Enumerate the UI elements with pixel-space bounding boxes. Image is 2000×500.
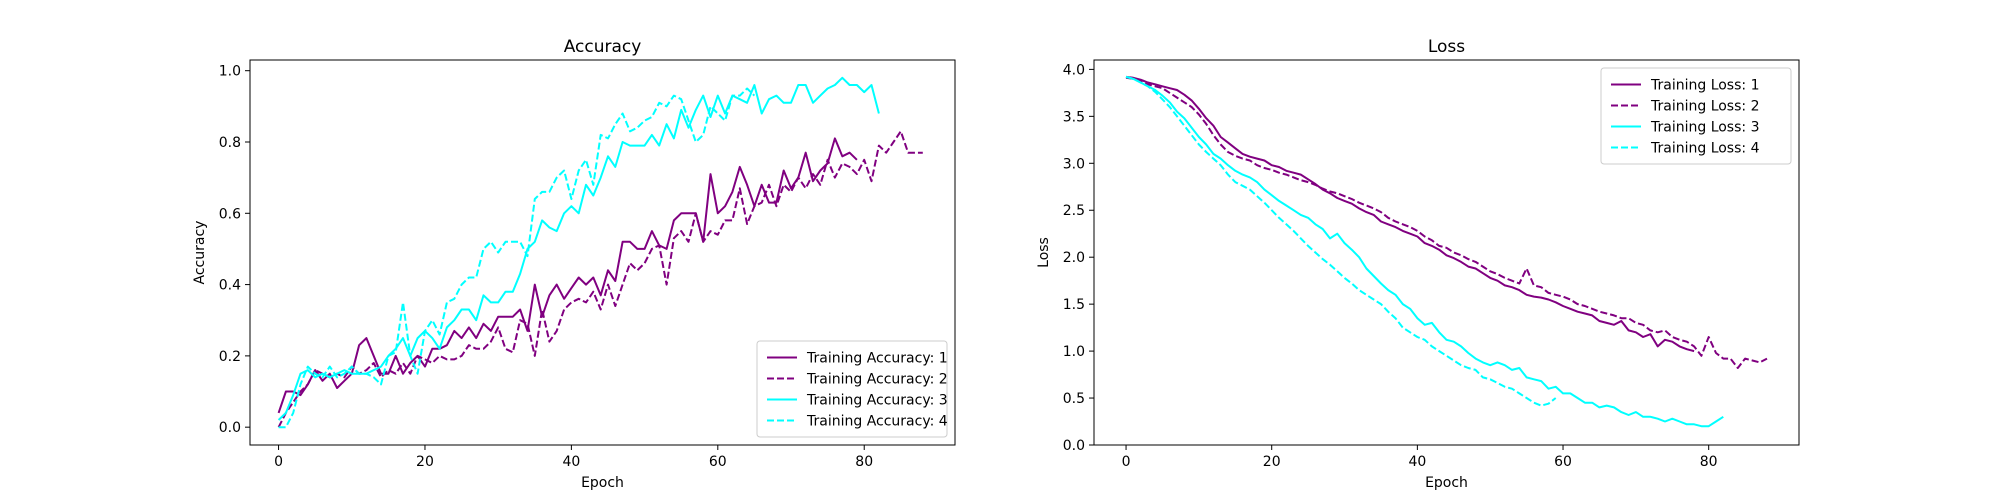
x-axis-label: Epoch xyxy=(581,475,624,491)
x-tick-label: 0 xyxy=(1122,454,1131,470)
series-line-3 xyxy=(1125,75,1724,428)
chart-title: Accuracy xyxy=(564,37,642,57)
legend-label: Training Loss: 3 xyxy=(1650,120,1759,136)
y-tick-label: 0.8 xyxy=(219,135,241,151)
legend-label: Training Loss: 1 xyxy=(1650,78,1759,94)
series-line-2 xyxy=(277,130,923,428)
y-tick-label: 3.5 xyxy=(1063,109,1085,125)
x-tick-label: 60 xyxy=(709,454,727,470)
y-axis-label: Accuracy xyxy=(192,221,208,285)
y-tick-label: 4.0 xyxy=(1063,62,1085,78)
legend-label: Training Accuracy: 2 xyxy=(806,372,948,388)
legend: Training Loss: 1 Training Loss: 2 Training… xyxy=(1600,67,1792,165)
x-tick-label: 60 xyxy=(1554,454,1572,470)
legend-box xyxy=(756,340,948,438)
y-tick-label: 3.0 xyxy=(1063,156,1085,172)
x-tick-label: 0 xyxy=(274,454,283,470)
x-tick-label: 20 xyxy=(1263,454,1281,470)
y-tick-label: 0.0 xyxy=(219,420,241,436)
legend-box xyxy=(1600,67,1792,165)
x-axis-label: Epoch xyxy=(1425,475,1468,491)
x-tick-label: 40 xyxy=(1408,454,1426,470)
series-lines xyxy=(277,76,923,429)
series-line-3 xyxy=(277,76,880,421)
series-line-4 xyxy=(1125,75,1557,407)
legend-label: Training Accuracy: 4 xyxy=(806,414,948,430)
y-tick-label: 1.5 xyxy=(1063,297,1085,313)
y-tick-label: 0.6 xyxy=(219,206,241,222)
series-lines xyxy=(1125,75,1768,428)
x-tick-label: 20 xyxy=(416,454,434,470)
x-tick-label: 80 xyxy=(855,454,873,470)
legend-label: Training Loss: 4 xyxy=(1650,141,1760,157)
y-tick-label: 1.0 xyxy=(219,64,241,80)
y-tick-label: 0.5 xyxy=(1063,391,1085,407)
series-line-1 xyxy=(277,137,858,414)
legend-label: Training Loss: 2 xyxy=(1650,99,1759,115)
series-line-2 xyxy=(1125,76,1768,369)
legend-label: Training Accuracy: 3 xyxy=(806,393,948,409)
chart-2: 0 20 40 60 80 0.0 0.5 1.0 1.5 2.0 2.5 3.0 3.5 4.0 Loss… xyxy=(1036,37,1800,491)
y-tick-label: 0.2 xyxy=(219,349,241,365)
series-line-1 xyxy=(1125,75,1695,353)
legend: Training Accuracy: 1 Training Accuracy: 2… xyxy=(756,340,948,438)
chart-1: 0 20 40 60 80 0.0 0.2 0.4 0.6 0.8 1.0 Accuracy Epoch… xyxy=(192,37,956,491)
legend-label: Training Accuracy: 1 xyxy=(806,351,948,367)
series-line-4 xyxy=(278,87,756,429)
y-tick-label: 0.4 xyxy=(219,278,241,294)
x-tick-label: 40 xyxy=(562,454,580,470)
y-tick-label: 2.5 xyxy=(1063,203,1085,219)
y-tick-label: 2.0 xyxy=(1063,250,1085,266)
y-tick-label: 1.0 xyxy=(1063,344,1085,360)
y-axis-label: Loss xyxy=(1036,237,1052,268)
y-tick-label: 0.0 xyxy=(1063,438,1085,454)
chart-title: Loss xyxy=(1428,37,1465,57)
x-tick-label: 80 xyxy=(1700,454,1718,470)
